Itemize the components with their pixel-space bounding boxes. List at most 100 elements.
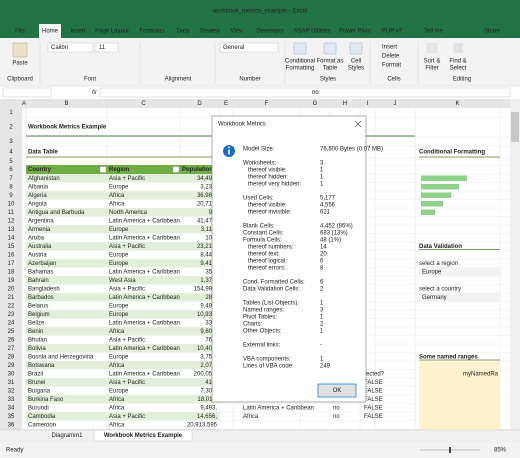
ribbon-tab[interactable]: View (231, 29, 245, 35)
metric-value: 621 (320, 210, 331, 216)
row-header-bar (0, 108, 22, 430)
metric-value: 1 (320, 175, 324, 181)
metric-value: 249 (320, 364, 331, 370)
zoom-thumb (449, 447, 451, 453)
ribbon-tab[interactable]: Page Layout (95, 29, 129, 35)
edit-icon (427, 43, 437, 53)
country-cell: Belgium (28, 312, 50, 318)
population-cell: 7,305, (200, 388, 217, 394)
table-row (26, 420, 219, 429)
metric-label: Other Objects: (243, 329, 282, 335)
metric-value: 4,452 (86%) (320, 224, 353, 230)
ok-button[interactable] (317, 383, 357, 398)
paste-button[interactable]: Paste (12, 61, 28, 67)
country-cell: Armenia (28, 227, 51, 233)
region-cell: Latin America + Caribbean (109, 346, 180, 352)
metric-value: 14 (320, 245, 327, 251)
column-header: A (22, 101, 26, 107)
ok-button-label[interactable]: OK (333, 388, 342, 394)
style-button[interactable]: Formatting (286, 66, 315, 72)
metric-value: 5,177 (320, 196, 336, 202)
metric-value: 48 (1%) (320, 238, 341, 244)
row-number: 10 (8, 201, 15, 207)
ribbon-tab[interactable]: Formulas (139, 29, 164, 35)
row-number: 8 (9, 184, 13, 190)
formula-value[interactable]: no (312, 90, 319, 96)
row-number: 31 (8, 380, 15, 386)
cells-button[interactable]: Delete (382, 54, 400, 60)
cells-button[interactable]: Insert (382, 45, 397, 51)
metric-label: Named ranges: (243, 308, 284, 314)
style-button[interactable]: Table (323, 66, 338, 72)
number-format[interactable]: General (223, 45, 244, 51)
edit-button[interactable]: Find & (449, 59, 466, 65)
font-name[interactable]: Calibri (51, 45, 68, 51)
style-button[interactable]: Cell (351, 59, 361, 65)
metric-label: Charts: (243, 322, 263, 328)
table-row (26, 327, 219, 336)
metric-label: Lines of VBA code: (243, 364, 294, 370)
region-cell: Latin America + Caribbean (109, 320, 180, 326)
panel-input[interactable]: Europe (422, 269, 442, 275)
column-header: F (265, 101, 269, 107)
metric-value: 1 (320, 357, 324, 363)
style-button[interactable]: Styles (348, 66, 364, 72)
country-cell: Azerbaijan (28, 261, 56, 267)
style-button[interactable]: Conditional (285, 59, 315, 65)
population-cell: 3,750, (200, 354, 217, 360)
country-cell: Austria (28, 252, 47, 258)
side-flag: no (333, 414, 340, 420)
side-bool: FALSE (364, 388, 383, 394)
cells-button[interactable]: Format (382, 63, 401, 69)
country-cell: Angola (28, 201, 47, 207)
side-flag: no (333, 405, 340, 411)
ribbon-tab[interactable]: Developer (256, 29, 283, 35)
tell-me[interactable]: Tell me (424, 29, 444, 35)
info-icon-glyph (228, 146, 230, 149)
ribbon-tab[interactable]: ASAP Utilities (294, 29, 331, 35)
table-row (26, 225, 219, 234)
ribbon-tab[interactable]: Review (200, 29, 220, 35)
sheet-tab[interactable]: Diagramm1 (51, 433, 83, 439)
row-number: 19 (8, 278, 15, 284)
row-number: 32 (8, 388, 15, 394)
column-header: I (367, 101, 369, 107)
ribbon-tab[interactable]: File (15, 29, 25, 35)
table-row (26, 276, 219, 285)
style-button[interactable]: Format as (316, 59, 343, 65)
table-row (26, 318, 219, 327)
side-header: ected? (366, 371, 385, 377)
region-cell: Europe (109, 227, 129, 233)
country-cell: Albania (28, 184, 49, 190)
row-number: 28 (8, 354, 15, 360)
edit-button[interactable]: Sort & (424, 59, 441, 65)
row-number: 23 (8, 312, 15, 318)
edit-button[interactable]: Select (450, 66, 467, 72)
region-cell: Latin America + Caribbean (109, 371, 180, 377)
info-icon-glyph (228, 149, 230, 155)
row-number: 30 (8, 371, 15, 377)
formula-input (99, 87, 511, 98)
ribbon-tab[interactable]: Insert (70, 29, 85, 35)
font-size[interactable]: 11 (99, 45, 106, 51)
panel-input[interactable]: Germany (422, 295, 447, 301)
metric-value: 1 (320, 315, 324, 321)
ribbon-tab[interactable]: Power Pivot (339, 29, 371, 35)
ribbon-tab[interactable]: Home (42, 29, 59, 35)
table-row (26, 335, 219, 344)
region-cell: Europe (109, 354, 129, 360)
sheet-tab-active (93, 429, 193, 442)
ribbon-tab[interactable]: PUP v7 (382, 29, 403, 35)
metric-label: thereof hidden: (248, 175, 288, 181)
column-header: J (394, 101, 397, 107)
edit-button[interactable]: Filter (425, 66, 438, 72)
table-row (26, 242, 219, 251)
population-cell: 1,377, (200, 278, 217, 284)
row-number: 11 (8, 210, 15, 216)
sheet-tab[interactable]: Workbook Metrics Example (104, 433, 183, 439)
population-cell: 20,714, (197, 201, 217, 207)
ribbon-tab[interactable]: Data (177, 29, 190, 35)
table-row (26, 403, 219, 412)
share[interactable]: Share (484, 29, 501, 35)
population-cell: 14,656, (197, 414, 217, 420)
